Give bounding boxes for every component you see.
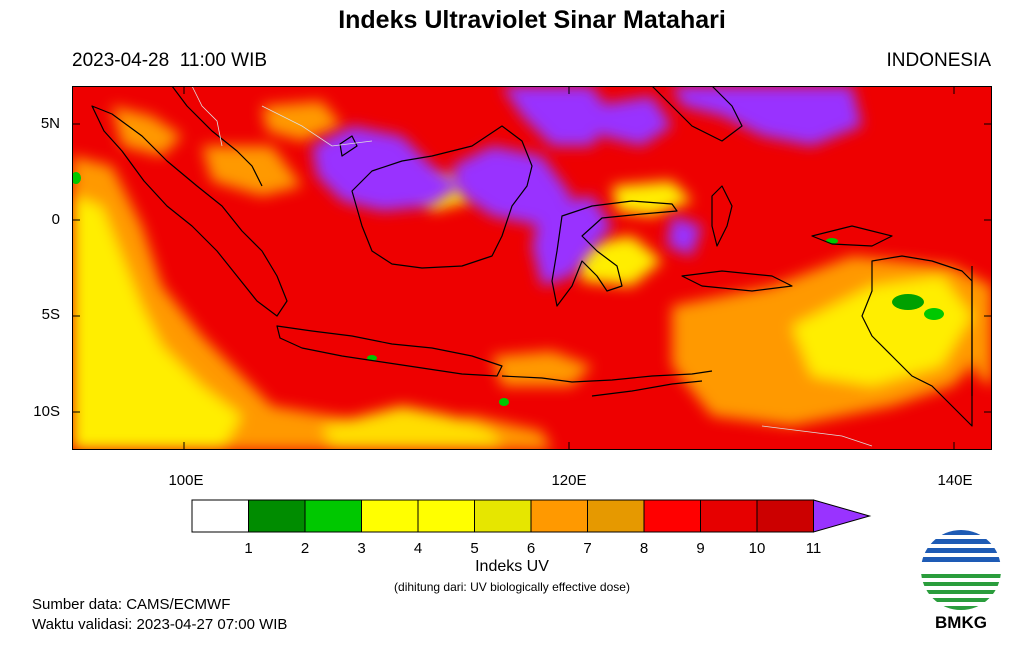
validity-time: Waktu validasi: 2023-04-27 07:00 WIB xyxy=(32,616,288,633)
colorbar-cell xyxy=(474,499,532,533)
colorbar-cell xyxy=(756,499,814,533)
colorbar-title: Indeks UV xyxy=(475,558,549,575)
colorbar-tick-label: 9 xyxy=(696,540,705,557)
lon-tick-label: 140E xyxy=(937,472,973,489)
region-label: INDONESIA xyxy=(886,50,991,71)
colorbar-arrow xyxy=(813,499,872,533)
uv-field-moderate xyxy=(72,172,944,406)
lon-tick-label: 100E xyxy=(168,472,204,489)
colorbar-cell xyxy=(700,499,758,533)
colorbar-cell xyxy=(248,499,306,533)
colorbar-tick-label: 4 xyxy=(413,540,423,557)
uv-colorbar xyxy=(191,499,872,533)
colorbar-tick-label: 11 xyxy=(805,540,822,557)
data-source: Sumber data: CAMS/ECMWF xyxy=(32,596,231,613)
lat-tick-label: 5S xyxy=(41,306,60,323)
lon-tick-label: 120E xyxy=(551,472,587,489)
country-borders xyxy=(191,86,873,447)
colorbar-cell xyxy=(643,499,701,533)
colorbar-tick-label: 1 xyxy=(244,540,253,557)
colorbar-tick-label: 2 xyxy=(300,540,310,557)
coastlines xyxy=(91,86,973,427)
colorbar-cell xyxy=(304,499,362,533)
colorbar-tick-label: 7 xyxy=(583,540,592,557)
lat-tick-label: 10S xyxy=(33,403,60,420)
bmkg-logo-text: BMKG xyxy=(935,613,987,632)
colorbar-cell xyxy=(530,499,588,533)
uv-field-extreme xyxy=(312,86,862,286)
colorbar-tick-label: 6 xyxy=(526,540,536,557)
lat-tick-label: 5N xyxy=(40,115,60,132)
bmkg-logo-icon xyxy=(921,530,1001,610)
colorbar-cell xyxy=(191,499,249,533)
uv-index-map xyxy=(72,86,992,450)
forecast-datetime: 2023-04-28 11:00 WIB xyxy=(72,50,268,71)
colorbar-tick-label: 3 xyxy=(357,540,366,557)
colorbar-tick-label: 10 xyxy=(748,540,766,557)
colorbar-note: (dihitung dari: UV biologically effectiv… xyxy=(394,580,630,594)
map-frame xyxy=(72,86,992,450)
colorbar-cell xyxy=(417,499,475,533)
map-ticks xyxy=(72,86,992,450)
lat-tick-label: 0 xyxy=(51,211,60,228)
colorbar-cell xyxy=(361,499,419,533)
colorbar-tick-label: 8 xyxy=(639,540,649,557)
map-title: Indeks Ultraviolet Sinar Matahari xyxy=(338,6,726,34)
colorbar-cell xyxy=(587,499,645,533)
colorbar-tick-label: 5 xyxy=(470,540,479,557)
